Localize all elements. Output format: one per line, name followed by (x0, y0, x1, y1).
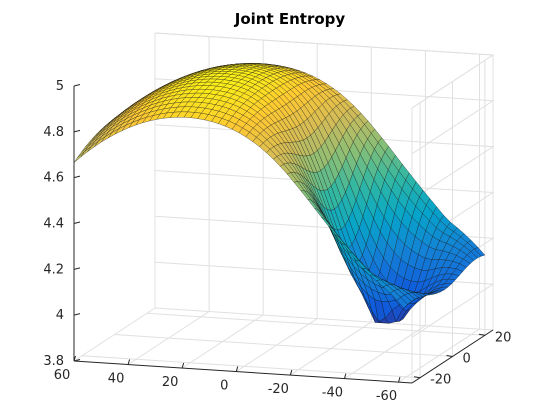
x-tick-mark (235, 366, 239, 372)
surface-patch (396, 296, 408, 309)
y-tick-mark (446, 355, 453, 357)
z-tick-label: 4.4 (43, 217, 64, 232)
y-tick-label: 0 (463, 352, 471, 367)
chart-title: Joint Entropy (234, 10, 346, 28)
z-tick-mark (73, 129, 81, 133)
x-tick-mark (398, 376, 401, 383)
z-tick-label: 3.8 (43, 354, 64, 369)
y-tick-label: 20 (495, 330, 512, 345)
x-gridline (344, 50, 426, 380)
z-tick-mark (73, 313, 81, 316)
z-tick-mark (73, 359, 81, 362)
x-gridline (398, 54, 480, 383)
y-axis-ticks: -20 0 20 (414, 330, 512, 388)
x-tick-label: 0 (220, 379, 228, 394)
x-tick-mark (343, 373, 347, 379)
z-tick-mark (73, 267, 81, 270)
z-tick-mark (73, 221, 81, 224)
x-gridline (73, 33, 156, 362)
z-tick-mark (73, 175, 81, 179)
x-tick-label: 60 (54, 368, 71, 383)
z-axis-ticks: 3.8 4 4.2 4.4 4.6 4.8 5 (43, 79, 81, 369)
z-tick-label: 4 (56, 308, 64, 323)
x-tick-label: 40 (108, 372, 125, 387)
z-tick-label: 4.8 (43, 125, 64, 140)
surface-mesh (73, 63, 486, 324)
x-tick-mark (73, 355, 76, 362)
x-tick-label: -60 (376, 389, 397, 404)
x-axis-line (73, 360, 413, 384)
box-edge (411, 54, 494, 109)
y-tick-mark (414, 376, 421, 379)
y-tick-label: -20 (430, 373, 451, 388)
box-edge (154, 32, 494, 56)
z-tick-label: 4.6 (43, 171, 64, 186)
x-tick-mark (181, 362, 185, 369)
x-tick-label: 20 (162, 375, 179, 390)
x-tick-mark (127, 359, 131, 365)
y-tick-mark (478, 333, 485, 336)
x-gridline (127, 36, 210, 365)
z-tick-label: 4.2 (43, 262, 64, 277)
z-tick-mark (73, 84, 81, 87)
x-tick-mark (289, 369, 293, 376)
surface-patch (73, 151, 85, 163)
z-tick-label: 5 (56, 79, 64, 94)
x-tick-label: -40 (322, 386, 343, 401)
x-axis-ticks: 60 40 20 0 -20 -40 -60 (54, 355, 401, 404)
x-tick-label: -20 (268, 382, 289, 397)
